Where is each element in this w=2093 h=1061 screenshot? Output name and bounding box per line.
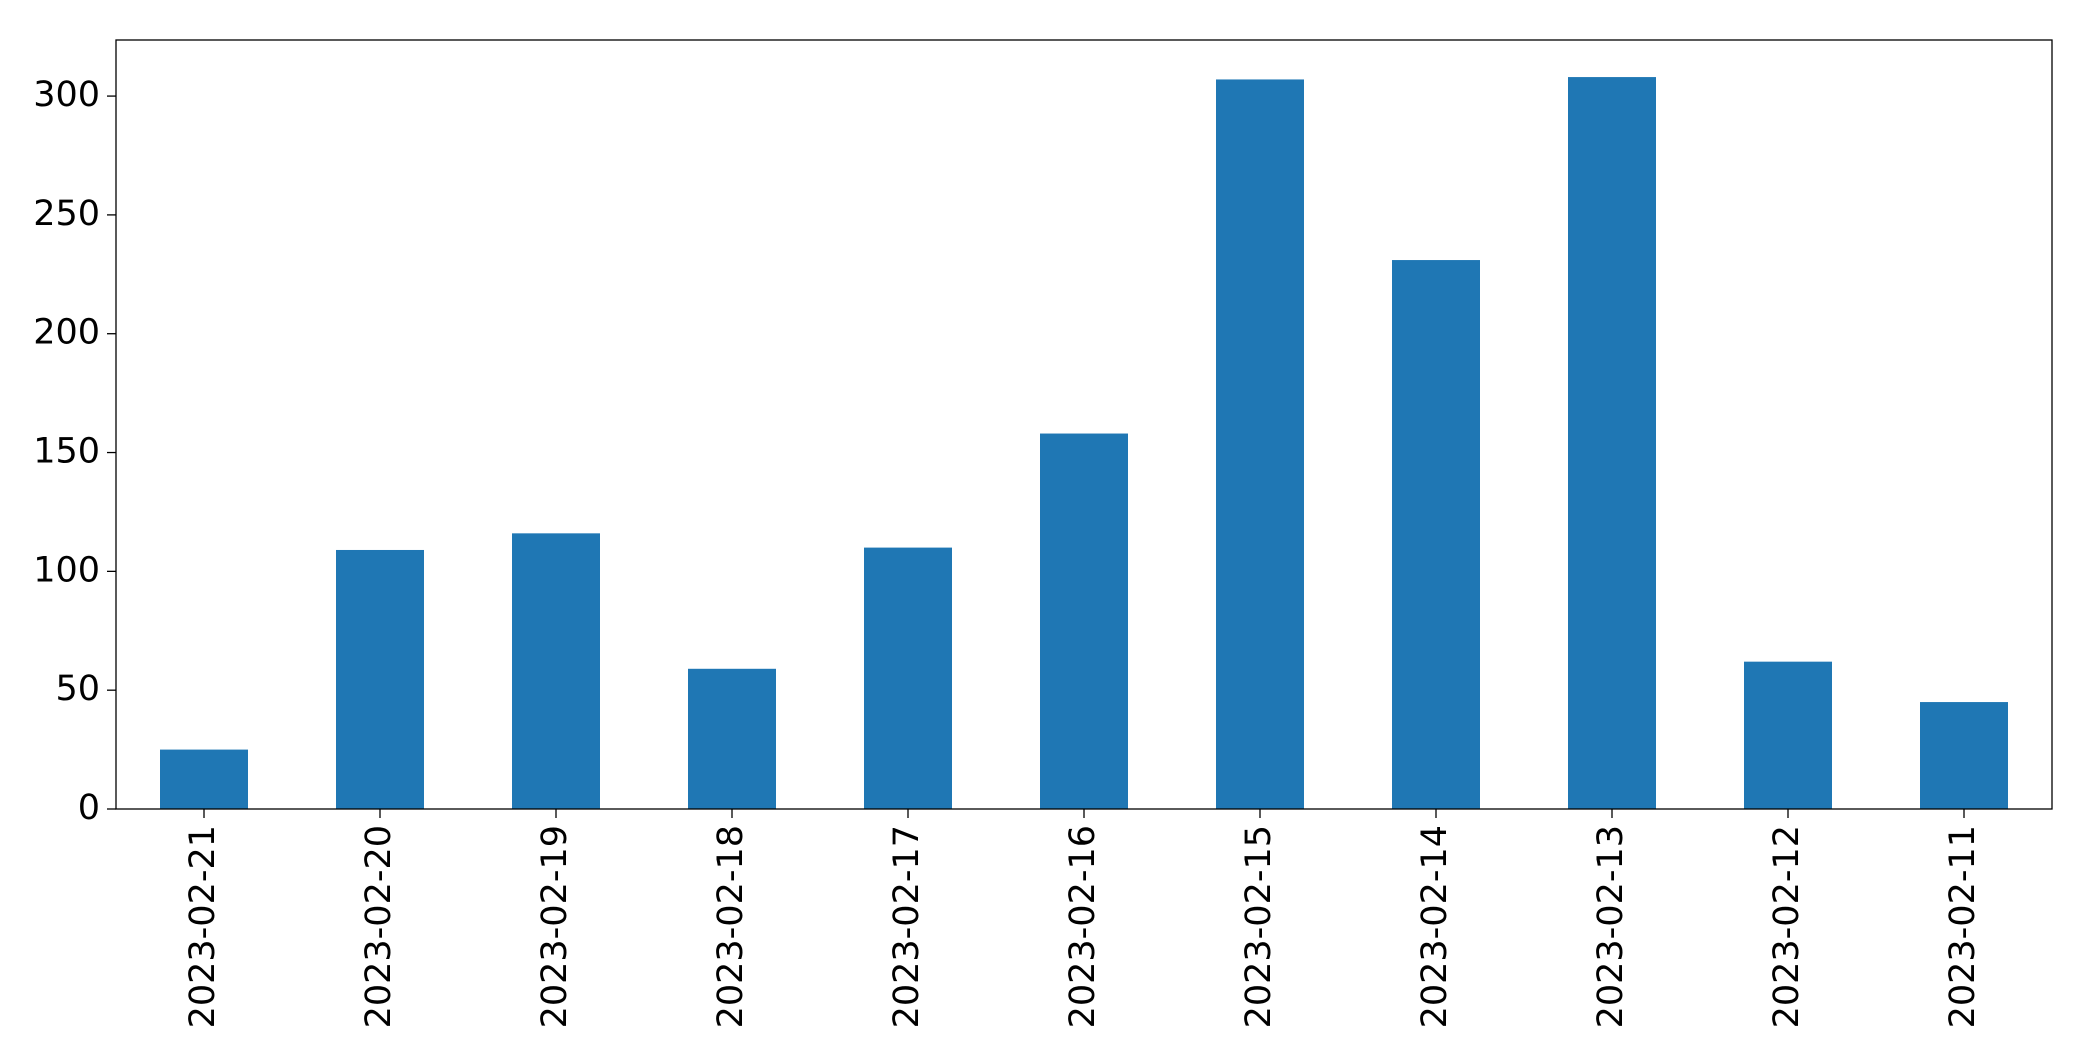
bar [864,547,952,809]
x-tick-label: 2023-02-17 [887,825,927,1028]
bar [160,749,248,809]
x-tick-label: 2023-02-20 [359,825,399,1028]
bar [1744,661,1832,809]
x-tick-label: 2023-02-15 [1239,825,1279,1028]
bar [1392,260,1480,809]
x-tick-label: 2023-02-21 [183,825,223,1028]
y-tick-label: 100 [33,550,100,590]
x-tick-label: 2023-02-14 [1415,825,1455,1028]
x-tick-label: 2023-02-18 [711,825,751,1028]
bar [512,533,600,809]
bar [336,549,424,809]
x-tick-label: 2023-02-13 [1591,825,1631,1028]
bar [688,668,776,809]
y-tick-label: 0 [78,788,100,828]
y-tick-label: 200 [33,313,100,353]
y-tick-label: 300 [33,75,100,115]
y-tick-label: 50 [55,669,100,709]
y-tick-label: 150 [33,432,100,472]
bar [1040,433,1128,809]
x-tick-label: 2023-02-19 [535,825,575,1028]
x-tick-label: 2023-02-11 [1943,825,1983,1028]
x-tick-label: 2023-02-12 [1767,825,1807,1028]
bar [1920,702,2008,809]
bar [1568,77,1656,809]
x-tick-label: 2023-02-16 [1063,825,1103,1028]
bar [1216,79,1304,810]
y-tick-label: 250 [33,194,100,234]
